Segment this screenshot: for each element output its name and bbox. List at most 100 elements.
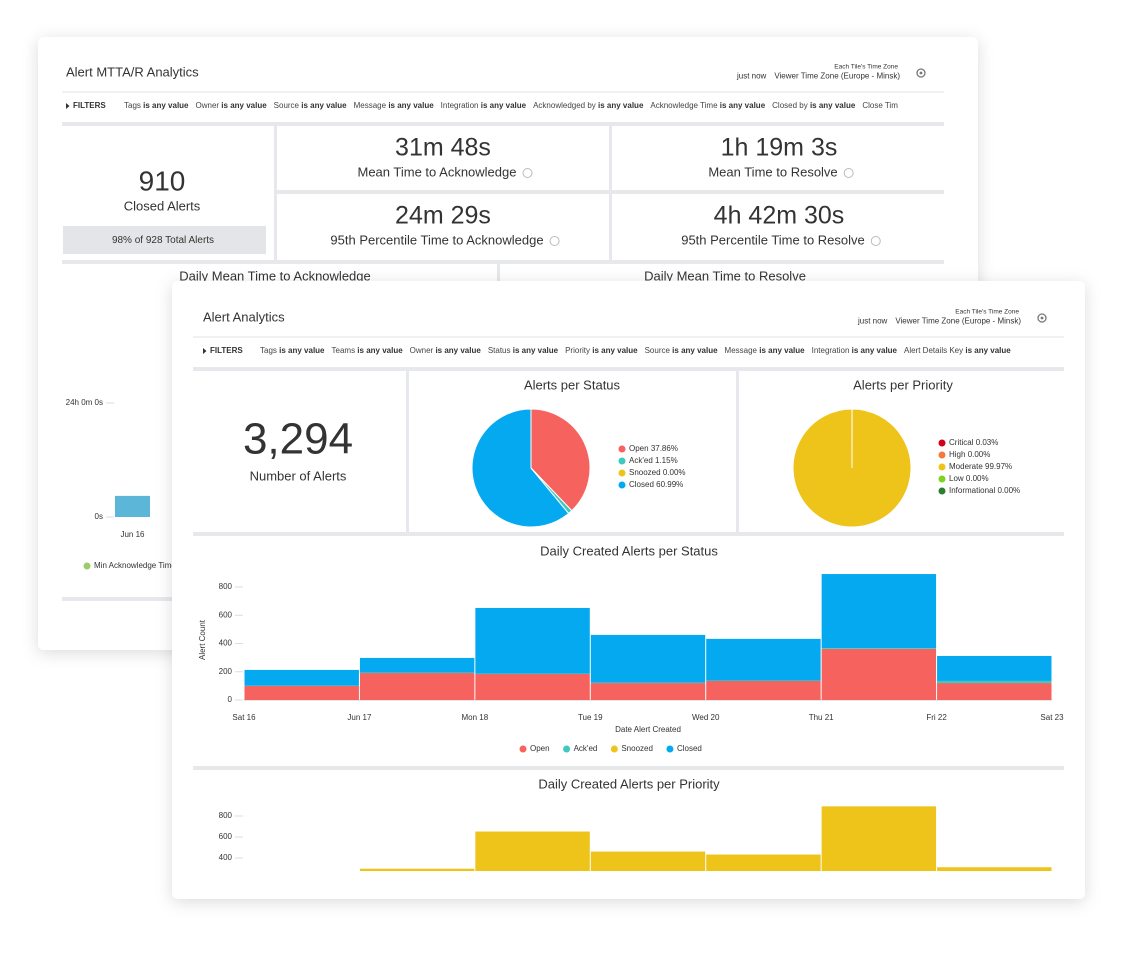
filter[interactable]: Message is any value: [725, 346, 806, 355]
bar-segment: [475, 607, 590, 674]
legend-label: Low 0.00%: [949, 474, 989, 483]
filter-bar: Tags is any value Teams is any value Owner…: [260, 346, 1011, 355]
legend-name: Ack'ed: [629, 456, 653, 465]
chart-title: Daily Mean Time to Acknowledge: [179, 268, 370, 283]
filters-label[interactable]: FILTERS: [210, 346, 243, 355]
chart-title: Daily Created Alerts per Status: [540, 543, 718, 558]
legend-dot: [563, 745, 571, 753]
legend-value: 0.00%: [997, 486, 1020, 495]
legend-label: Snoozed 0.00%: [629, 468, 686, 477]
settings-icon[interactable]: [916, 68, 926, 78]
filter-field: Tags: [260, 346, 277, 355]
filter[interactable]: Acknowledge Time is any value: [650, 101, 765, 110]
legend-name: Open: [629, 444, 649, 453]
y-tick-label: 800: [219, 582, 233, 591]
legend-value: 0.00%: [663, 468, 686, 477]
settings-icon[interactable]: [1037, 313, 1047, 323]
filter-field: Alert Details Key: [904, 346, 963, 355]
bar: [359, 868, 475, 871]
filter[interactable]: Integration is any value: [441, 101, 527, 110]
filter-op: is any value: [301, 101, 347, 110]
divider: [62, 260, 944, 264]
legend-dot: [618, 481, 626, 489]
filter-field: Tags: [124, 101, 141, 110]
filter[interactable]: Status is any value: [488, 346, 559, 355]
filter-op: is any value: [513, 346, 559, 355]
filter-field: Acknowledged by: [533, 101, 596, 110]
pie-slice: [530, 408, 591, 512]
info-icon: [870, 236, 881, 246]
legend-dot: [618, 445, 626, 453]
info-icon: [843, 168, 854, 178]
legend-label: Informational 0.00%: [949, 486, 1020, 495]
filters-caret: [66, 103, 70, 109]
filter[interactable]: Close Tim: [862, 101, 898, 110]
kpi-share: 98% of 928 Total Alerts: [112, 235, 214, 246]
filter-field: Source: [645, 346, 671, 355]
bar: [590, 851, 706, 871]
filter-field: Close Tim: [862, 101, 898, 110]
filter[interactable]: Source is any value: [274, 101, 348, 110]
chart-title: Daily Created Alerts per Priority: [538, 776, 720, 791]
dashboard-title: Alert MTTA/R Analytics: [66, 64, 199, 79]
filter[interactable]: Source is any value: [645, 346, 719, 355]
bar-segment: [821, 574, 937, 649]
legend-value: 0.03%: [976, 438, 999, 447]
legend-value: 0.00%: [966, 474, 989, 483]
filter[interactable]: Closed by is any value: [772, 101, 856, 110]
info-icon: [549, 236, 560, 246]
settings-icon-dot: [919, 71, 923, 75]
filter[interactable]: Priority is any value: [565, 346, 638, 355]
filter-field: Closed by: [772, 101, 808, 110]
legend-label: Snoozed: [621, 744, 653, 753]
time-zone[interactable]: Viewer Time Zone (Europe - Minsk): [895, 317, 1021, 326]
filter[interactable]: Owner is any value: [410, 346, 482, 355]
legend-label: Critical 0.03%: [949, 438, 998, 447]
legend-dot: [519, 745, 527, 753]
y-tick-label: 400: [219, 639, 233, 648]
legend-name: Low: [949, 474, 964, 483]
legend-label: Open 37.86%: [629, 444, 678, 453]
x-tick-label: Jun 17: [347, 713, 372, 722]
legend-dot: [618, 469, 626, 477]
bar-segment: [244, 686, 359, 700]
legend-dot: [666, 745, 674, 753]
chart-plot: 400 600 800: [219, 806, 1052, 871]
updated: just now: [857, 317, 888, 326]
time-zone[interactable]: Viewer Time Zone (Europe - Minsk): [774, 72, 900, 81]
divider: [277, 190, 944, 194]
legend-dot: [83, 562, 91, 570]
filter[interactable]: Tags is any value: [260, 346, 325, 355]
kpi-label: Closed Alerts: [124, 198, 201, 213]
bar-segment: [821, 648, 937, 700]
filters-label[interactable]: FILTERS: [73, 101, 106, 110]
bar-segment: [359, 673, 475, 700]
settings-icon-dot: [1040, 316, 1044, 320]
filter-field: Status: [488, 346, 511, 355]
y-axis-label: Alert Count: [198, 619, 207, 660]
legend-value: 99.97%: [985, 462, 1012, 471]
y-tick-label: 600: [219, 610, 233, 619]
filter[interactable]: Integration is any value: [812, 346, 898, 355]
filter-field: Integration: [812, 346, 850, 355]
filter-op: is any value: [481, 101, 527, 110]
tile-label: 95th Percentile Time to Resolve: [681, 232, 865, 247]
divider: [193, 367, 1064, 371]
divider: [193, 766, 1064, 770]
legend-name: Informational: [949, 486, 995, 495]
filter[interactable]: Owner is any value: [196, 101, 268, 110]
filter[interactable]: Teams is any value: [332, 346, 404, 355]
legend-dot: [610, 745, 618, 753]
legend-label: Ack'ed 1.15%: [629, 456, 678, 465]
divider: [406, 370, 409, 532]
tile-value: 1h 19m 3s: [721, 134, 838, 162]
dashboard-title: Alert Analytics: [203, 309, 285, 324]
filter[interactable]: Acknowledged by is any value: [533, 101, 644, 110]
front-dashboard: Alert Analytics Each Tile's Time ZoneView…: [172, 281, 1085, 899]
bar-segment: [244, 669, 359, 686]
filter[interactable]: Alert Details Key is any value: [904, 346, 1011, 355]
filter[interactable]: Tags is any value: [124, 101, 189, 110]
share-text: of 928 Total Alerts: [135, 235, 214, 246]
filter-op: is any value: [143, 101, 189, 110]
filter[interactable]: Message is any value: [354, 101, 435, 110]
